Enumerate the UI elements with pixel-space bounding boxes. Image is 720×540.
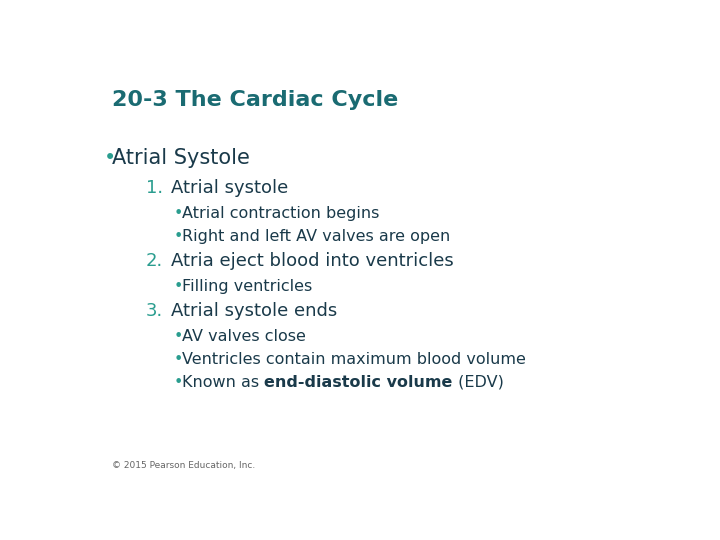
- Text: AV valves close: AV valves close: [182, 329, 306, 344]
- Text: •: •: [174, 329, 183, 344]
- Text: Atrial Systole: Atrial Systole: [112, 148, 250, 168]
- Text: Right and left AV valves are open: Right and left AV valves are open: [182, 229, 450, 244]
- Text: •: •: [174, 279, 183, 294]
- Text: end-diastolic volume: end-diastolic volume: [264, 375, 453, 389]
- Text: •: •: [174, 352, 183, 367]
- Text: 3.: 3.: [145, 302, 163, 320]
- Text: •: •: [104, 148, 116, 168]
- Text: Known as: Known as: [182, 375, 264, 389]
- Text: Atrial systole ends: Atrial systole ends: [171, 302, 337, 320]
- Text: Filling ventricles: Filling ventricles: [182, 279, 312, 294]
- Text: 1.: 1.: [145, 179, 163, 197]
- Text: •: •: [174, 375, 183, 389]
- Text: 2.: 2.: [145, 252, 163, 270]
- Text: (EDV): (EDV): [453, 375, 503, 389]
- Text: Atria eject blood into ventricles: Atria eject blood into ventricles: [171, 252, 454, 270]
- Text: •: •: [174, 206, 183, 221]
- Text: Atrial contraction begins: Atrial contraction begins: [182, 206, 379, 221]
- Text: Ventricles contain maximum blood volume: Ventricles contain maximum blood volume: [182, 352, 526, 367]
- Text: © 2015 Pearson Education, Inc.: © 2015 Pearson Education, Inc.: [112, 461, 256, 470]
- Text: 20-3 The Cardiac Cycle: 20-3 The Cardiac Cycle: [112, 90, 399, 110]
- Text: Atrial systole: Atrial systole: [171, 179, 288, 197]
- Text: •: •: [174, 229, 183, 244]
